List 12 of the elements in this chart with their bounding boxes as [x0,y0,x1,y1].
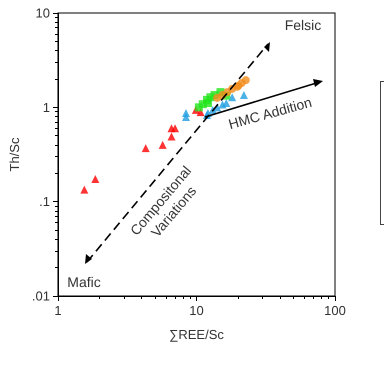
annotation: Mafic [67,274,101,290]
y-tick-label: 1 [42,100,50,115]
y-axis-title: Th/Sc [7,137,22,172]
y-tick-label: 10 [36,6,50,20]
x-tick-label: 10 [189,303,204,318]
x-tick-label: 100 [324,303,346,318]
annotation: HMC Addition [226,94,314,132]
y-tick-label: .1 [39,194,50,210]
x-tick-label: 1 [54,303,62,318]
annotation: Felsic [284,17,322,33]
y-tick-label: .01 [32,288,50,304]
x-axis-title: ∑REE/Sc [169,327,224,342]
